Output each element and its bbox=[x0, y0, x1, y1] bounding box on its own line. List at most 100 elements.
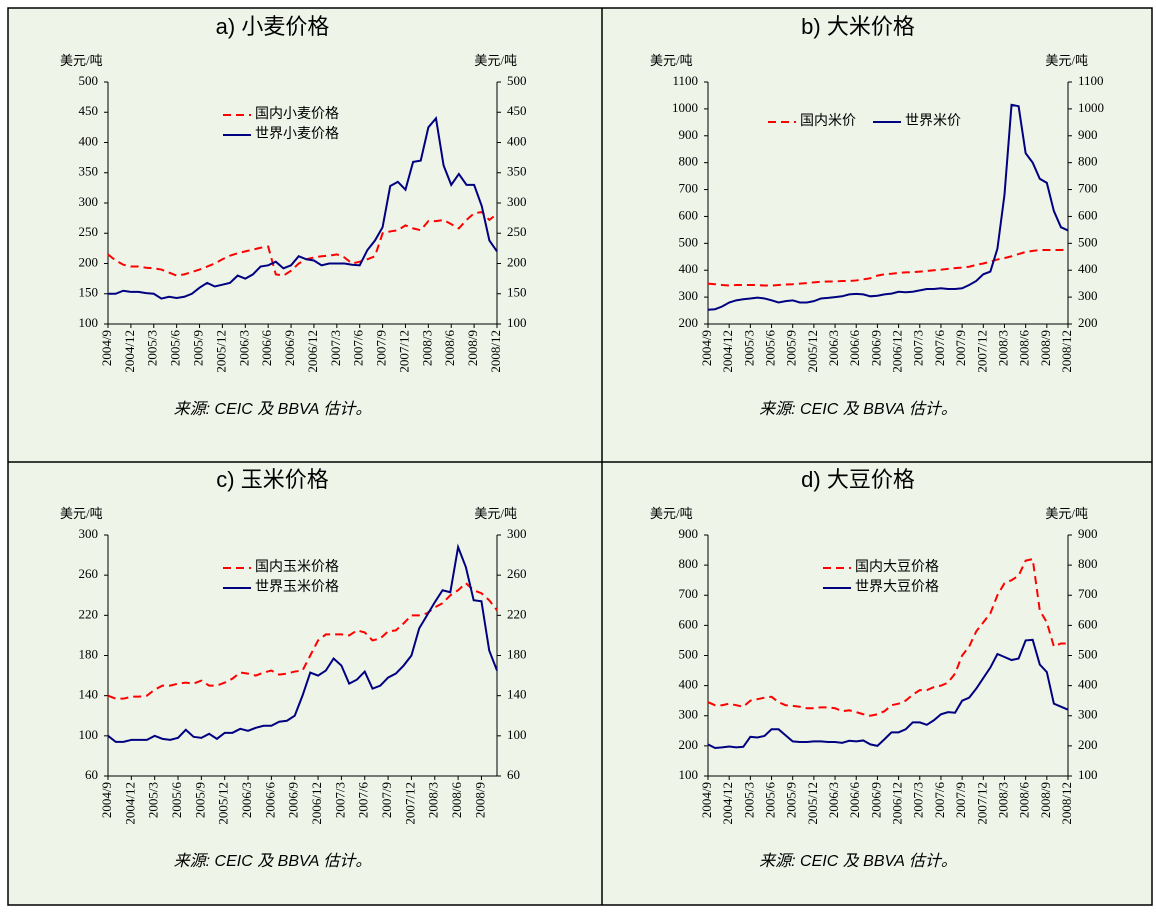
y-tick-label: 260 bbox=[79, 566, 99, 581]
x-tick-label: 2008/12 bbox=[488, 330, 503, 373]
x-tick-label: 2006/6 bbox=[847, 782, 862, 819]
chart-title: a) 小麦价格 bbox=[216, 14, 330, 39]
legend-label: 世界玉米价格 bbox=[255, 579, 339, 595]
x-tick-label: 2008/12 bbox=[1059, 330, 1074, 373]
x-tick-label: 2005/6 bbox=[169, 782, 184, 819]
y2-tick-label: 300 bbox=[1078, 707, 1098, 722]
x-tick-label: 2006/9 bbox=[868, 782, 883, 818]
x-tick-label: 2004/12 bbox=[720, 330, 735, 373]
x-tick-label: 2008/3 bbox=[419, 330, 434, 366]
x-tick-label: 2005/12 bbox=[805, 782, 820, 825]
x-tick-label: 2008/3 bbox=[995, 782, 1010, 818]
x-tick-label: 2008/9 bbox=[465, 330, 480, 366]
y2-tick-label: 180 bbox=[507, 646, 527, 661]
y-tick-label: 900 bbox=[679, 127, 699, 142]
y-tick-label: 1100 bbox=[672, 73, 698, 88]
y-tick-label: 300 bbox=[679, 707, 699, 722]
x-tick-label: 2008/9 bbox=[1038, 782, 1053, 818]
x-tick-label: 2007/3 bbox=[911, 330, 926, 366]
x-tick-label: 2004/9 bbox=[99, 330, 114, 366]
y2-tick-label: 200 bbox=[507, 254, 527, 269]
x-tick-label: 2005/3 bbox=[145, 330, 160, 366]
x-tick-label: 2004/12 bbox=[122, 782, 137, 825]
y2-tick-label: 600 bbox=[1078, 207, 1098, 222]
y2-tick-label: 600 bbox=[1078, 616, 1098, 631]
y2-tick-label: 100 bbox=[507, 727, 527, 742]
y-tick-label: 800 bbox=[679, 154, 699, 169]
y-tick-label: 140 bbox=[79, 687, 99, 702]
y-tick-label: 400 bbox=[679, 677, 699, 692]
x-tick-label: 2006/3 bbox=[826, 330, 841, 366]
legend-label: 世界大豆价格 bbox=[855, 579, 939, 595]
y2-tick-label: 800 bbox=[1078, 556, 1098, 571]
y-tick-label: 400 bbox=[679, 261, 699, 276]
x-tick-label: 2006/3 bbox=[826, 782, 841, 818]
x-tick-label: 2007/9 bbox=[374, 330, 389, 366]
series-line bbox=[107, 211, 498, 277]
source: 来源: CEIC 及 BBVA 估计。 bbox=[174, 852, 372, 870]
y-tick-label: 900 bbox=[679, 526, 699, 541]
x-tick-label: 2007/6 bbox=[932, 782, 947, 819]
y2-tick-label: 400 bbox=[507, 133, 527, 148]
x-tick-label: 2005/12 bbox=[213, 330, 228, 373]
y2-tick-label: 200 bbox=[1078, 737, 1098, 752]
x-tick-label: 2005/6 bbox=[763, 330, 778, 367]
x-tick-label: 2008/12 bbox=[1059, 782, 1074, 825]
x-tick-label: 2004/9 bbox=[99, 782, 114, 818]
x-tick-label: 2006/6 bbox=[262, 782, 277, 819]
x-tick-label: 2006/3 bbox=[236, 330, 251, 366]
y-tick-label: 300 bbox=[679, 288, 699, 303]
x-tick-label: 2006/9 bbox=[286, 782, 301, 818]
y2-tick-label: 300 bbox=[507, 194, 527, 209]
y2-tick-label: 250 bbox=[507, 224, 527, 239]
y2-axis-label: 美元/吨 bbox=[1045, 53, 1088, 68]
y-tick-label: 500 bbox=[679, 234, 699, 249]
x-tick-label: 2007/6 bbox=[351, 330, 366, 367]
y2-tick-label: 100 bbox=[507, 315, 527, 330]
x-tick-label: 2008/6 bbox=[449, 782, 464, 819]
x-tick-label: 2007/6 bbox=[356, 782, 371, 819]
x-tick-label: 2005/12 bbox=[805, 330, 820, 373]
y2-tick-label: 300 bbox=[507, 526, 527, 541]
y2-tick-label: 800 bbox=[1078, 154, 1098, 169]
y2-tick-label: 200 bbox=[1078, 315, 1098, 330]
y2-tick-label: 60 bbox=[507, 767, 520, 782]
legend-label: 国内米价 bbox=[800, 113, 856, 129]
y2-tick-label: 500 bbox=[1078, 646, 1098, 661]
x-tick-label: 2007/9 bbox=[953, 782, 968, 818]
y2-tick-label: 260 bbox=[507, 566, 527, 581]
series-line bbox=[108, 115, 498, 300]
y-tick-label: 200 bbox=[679, 737, 699, 752]
y-tick-label: 400 bbox=[79, 133, 99, 148]
x-tick-label: 2007/9 bbox=[379, 782, 394, 818]
y2-tick-label: 1000 bbox=[1078, 100, 1104, 115]
y-tick-label: 300 bbox=[79, 194, 99, 209]
y2-tick-label: 700 bbox=[1078, 586, 1098, 601]
legend-label: 国内玉米价格 bbox=[255, 559, 339, 575]
y2-tick-label: 100 bbox=[1078, 767, 1098, 782]
y-tick-label: 1000 bbox=[672, 100, 698, 115]
source: 来源: CEIC 及 BBVA 估计。 bbox=[174, 400, 372, 418]
y2-tick-label: 150 bbox=[507, 285, 527, 300]
x-tick-label: 2007/12 bbox=[402, 782, 417, 825]
x-tick-label: 2006/12 bbox=[305, 330, 320, 373]
y-tick-label: 250 bbox=[79, 224, 99, 239]
y2-tick-label: 500 bbox=[1078, 234, 1098, 249]
x-tick-label: 2005/3 bbox=[146, 782, 161, 818]
y-tick-label: 150 bbox=[79, 285, 99, 300]
y2-tick-label: 350 bbox=[507, 164, 527, 179]
y2-tick-label: 500 bbox=[507, 73, 527, 88]
x-tick-label: 2007/9 bbox=[953, 330, 968, 366]
y2-tick-label: 400 bbox=[1078, 677, 1098, 692]
y-axis-label: 美元/吨 bbox=[650, 53, 693, 68]
x-tick-label: 2005/3 bbox=[741, 330, 756, 366]
legend-label: 国内大豆价格 bbox=[855, 559, 939, 575]
y2-axis-label: 美元/吨 bbox=[1045, 506, 1088, 521]
y-tick-label: 220 bbox=[79, 606, 99, 621]
y-tick-label: 450 bbox=[79, 103, 99, 118]
chart-title: c) 玉米价格 bbox=[216, 467, 328, 492]
x-tick-label: 2006/9 bbox=[868, 330, 883, 366]
series-line bbox=[707, 248, 1069, 287]
x-tick-label: 2006/6 bbox=[259, 330, 274, 367]
